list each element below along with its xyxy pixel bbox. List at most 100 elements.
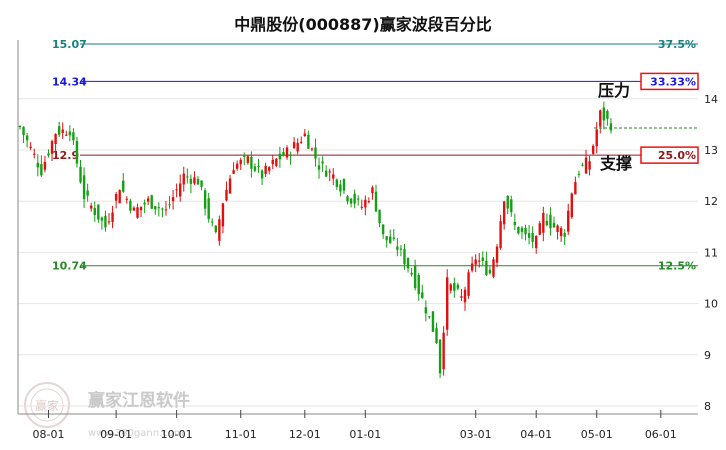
candle-body bbox=[157, 207, 161, 209]
candle-body bbox=[556, 225, 559, 233]
candle bbox=[385, 236, 388, 248]
candle-body bbox=[385, 236, 388, 241]
candle-body bbox=[317, 165, 321, 170]
candle bbox=[264, 162, 267, 178]
candle-body bbox=[253, 166, 257, 171]
candle-body bbox=[517, 227, 520, 234]
candle bbox=[378, 209, 381, 228]
candle-body bbox=[22, 126, 25, 135]
candle-body bbox=[389, 236, 392, 244]
watermark-name: 赢家江恩软件 bbox=[88, 390, 190, 411]
y-tick-label: 12 bbox=[704, 195, 718, 208]
candle-body bbox=[182, 173, 185, 185]
candle-body bbox=[296, 142, 299, 152]
candle-body bbox=[417, 274, 420, 295]
candle-body bbox=[588, 161, 591, 170]
candle-body bbox=[207, 198, 210, 220]
candle bbox=[413, 259, 417, 291]
y-tick-label: 13 bbox=[704, 144, 718, 157]
candle-body bbox=[567, 210, 570, 232]
candle bbox=[517, 226, 520, 235]
candle bbox=[303, 129, 306, 137]
candle-body bbox=[40, 164, 43, 176]
candle bbox=[403, 243, 406, 270]
candle-body bbox=[360, 206, 363, 208]
x-tick-label: 09-01 bbox=[100, 428, 132, 441]
candle bbox=[43, 155, 47, 173]
candle bbox=[214, 224, 217, 234]
candle bbox=[559, 226, 563, 242]
candle-body bbox=[150, 195, 153, 209]
candle-body bbox=[357, 198, 360, 200]
candle-body bbox=[332, 174, 335, 179]
candle bbox=[132, 206, 136, 211]
candle bbox=[527, 224, 531, 245]
candle bbox=[207, 192, 210, 223]
candle bbox=[570, 192, 573, 219]
level-price-label: 12.9 bbox=[52, 149, 79, 162]
candle-body bbox=[125, 198, 128, 200]
candle bbox=[75, 136, 79, 168]
candle bbox=[243, 152, 246, 166]
candle-body bbox=[335, 179, 339, 187]
candle bbox=[307, 130, 310, 149]
candle-body bbox=[460, 296, 463, 298]
candle-body bbox=[118, 190, 121, 204]
candle-body bbox=[339, 184, 342, 192]
candle bbox=[25, 132, 29, 148]
candle bbox=[599, 109, 602, 134]
candle-body bbox=[378, 209, 381, 223]
candle bbox=[406, 257, 410, 273]
candle bbox=[143, 199, 146, 213]
candle-body bbox=[100, 217, 104, 221]
candle-body bbox=[520, 227, 524, 232]
candle bbox=[179, 174, 182, 202]
candle bbox=[602, 101, 606, 130]
candle bbox=[563, 229, 566, 246]
candle-body bbox=[161, 208, 164, 210]
candle bbox=[531, 226, 534, 249]
candle bbox=[371, 185, 374, 200]
candle-body bbox=[506, 195, 509, 209]
candle-body bbox=[29, 146, 32, 148]
candle bbox=[478, 253, 481, 268]
candle bbox=[595, 122, 598, 154]
resistance-callout: 压力 bbox=[598, 81, 630, 100]
candle bbox=[438, 338, 442, 378]
candle bbox=[292, 137, 296, 149]
candle bbox=[364, 195, 367, 216]
candle-body bbox=[104, 215, 107, 228]
candle bbox=[221, 202, 225, 234]
candle-body bbox=[346, 196, 349, 202]
candle bbox=[577, 170, 581, 178]
candle-body bbox=[403, 249, 406, 265]
candle-body bbox=[189, 178, 193, 184]
candle-body bbox=[349, 198, 353, 204]
candle bbox=[68, 125, 72, 142]
candle bbox=[360, 199, 363, 210]
candle bbox=[72, 128, 75, 145]
candle bbox=[424, 300, 428, 322]
candle bbox=[186, 168, 189, 184]
candle bbox=[446, 269, 449, 336]
candle bbox=[107, 213, 111, 225]
candle bbox=[588, 155, 591, 176]
candle bbox=[342, 178, 346, 194]
x-tick-label: 06-01 bbox=[645, 428, 677, 441]
candle-body bbox=[171, 197, 175, 202]
candle bbox=[111, 205, 114, 229]
candle bbox=[168, 196, 171, 209]
candle-body bbox=[61, 129, 64, 133]
candle-body bbox=[250, 156, 253, 169]
candle-body bbox=[602, 107, 606, 121]
candle-body bbox=[488, 269, 492, 274]
candle bbox=[40, 155, 43, 178]
candle bbox=[335, 178, 339, 190]
candle-body bbox=[410, 272, 413, 275]
x-tick-label: 12-01 bbox=[289, 428, 321, 441]
candle-body bbox=[129, 200, 132, 211]
candle bbox=[456, 282, 460, 291]
candle bbox=[182, 166, 185, 192]
level-lines: 15.07 37.5% 14.34 33.33% 12.9 25.0% 10.74 12.5% bbox=[52, 38, 699, 273]
candle bbox=[510, 195, 513, 217]
